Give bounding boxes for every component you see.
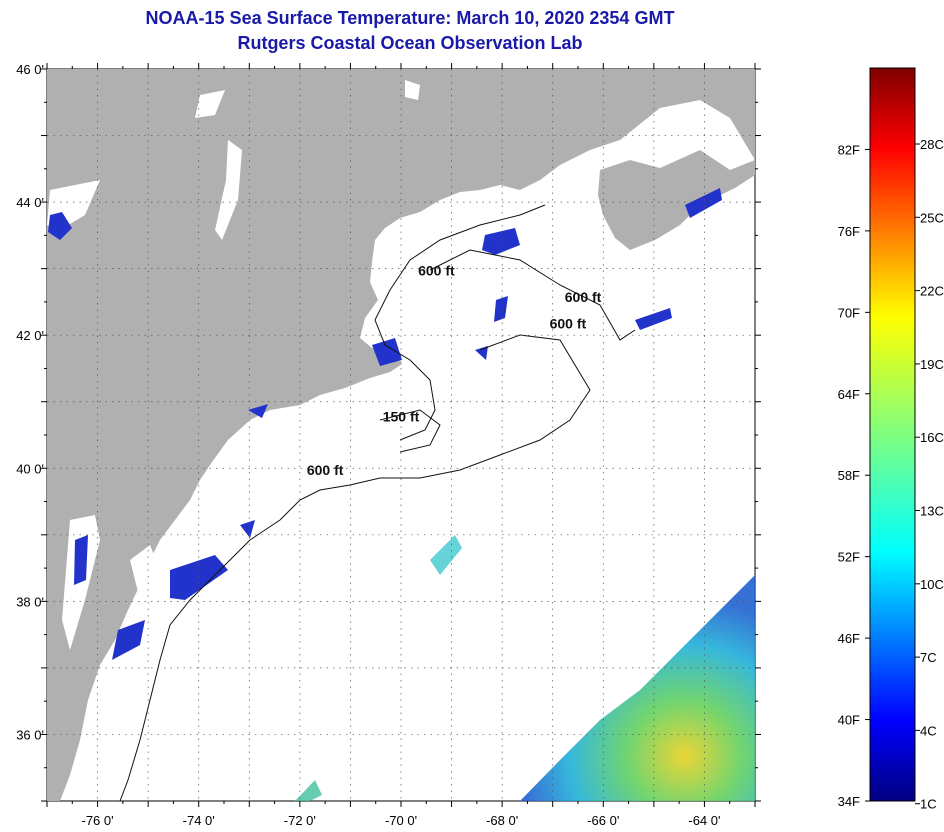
colorbar-c-label: 16C <box>920 430 944 445</box>
map-subtitle: Rutgers Coastal Ocean Observation Lab <box>237 33 583 53</box>
map-title: NOAA-15 Sea Surface Temperature: March 1… <box>145 8 675 28</box>
lat-tick-label: 42 0' <box>16 328 44 343</box>
colorbar-c-label: 19C <box>920 357 944 372</box>
lake <box>405 80 420 100</box>
lon-tick-label: -76 0' <box>82 813 114 828</box>
colorbar-fahrenheit-labels: 34F 40F 46F 52F 58F 64F 70F 76F 82F <box>838 142 870 809</box>
land-north-america <box>47 69 755 801</box>
colorbar-f-label: 34F <box>838 794 860 809</box>
lon-tick-label: -64 0' <box>688 813 720 828</box>
lat-tick-label: 38 0' <box>16 594 44 609</box>
warm-patch <box>430 535 462 575</box>
latitude-axis: 36 0' 38 0' 40 0' 42 0' 44 0' 46 0' <box>16 62 761 802</box>
depth-contour-label: 600 ft <box>418 262 455 278</box>
colorbar-c-label: 10C <box>920 577 944 592</box>
colorbar-celsius-labels: 1C 4C 7C 10C 13C 16C 19C 22C 25C 28C <box>915 137 944 812</box>
temperature-colorbar <box>869 67 916 802</box>
lon-tick-label: -70 0' <box>385 813 417 828</box>
depth-contour-label: 600 ft <box>307 462 344 478</box>
lon-tick-label: -74 0' <box>183 813 215 828</box>
colorbar-f-label: 70F <box>838 305 860 320</box>
lat-tick-label: 36 0' <box>16 727 44 742</box>
lon-tick-label: -72 0' <box>284 813 316 828</box>
lat-tick-label: 44 0' <box>16 195 44 210</box>
lake <box>195 90 225 118</box>
depth-contour-label: 600 ft <box>550 316 587 332</box>
lon-tick-label: -68 0' <box>486 813 518 828</box>
chesapeake-bay <box>62 515 100 650</box>
map-content <box>47 69 755 801</box>
colorbar-f-label: 52F <box>838 550 860 565</box>
colorbar-f-label: 46F <box>838 631 860 646</box>
colorbar-f-label: 58F <box>838 468 860 483</box>
colorbar-c-label: 28C <box>920 137 944 152</box>
warm-patch-south <box>295 780 322 801</box>
colorbar-c-label: 1C <box>920 797 937 812</box>
colorbar-f-label: 64F <box>838 387 860 402</box>
colorbar-c-label: 25C <box>920 210 944 225</box>
map-grid <box>47 69 755 801</box>
depth-contour-label: 150 ft <box>383 409 420 425</box>
long-island-sound <box>300 395 395 425</box>
land-nova-scotia <box>598 150 755 250</box>
lat-tick-label: 40 0' <box>16 461 44 476</box>
lon-tick-label: -66 0' <box>587 813 619 828</box>
gulf-stream-warm-water <box>520 575 755 801</box>
cold-water-patches <box>48 188 722 660</box>
colorbar-f-label: 40F <box>838 713 860 728</box>
longitude-axis: -76 0' -74 0' -72 0' -70 0' -68 0' -66 0' -64 … <box>46 63 756 828</box>
colorbar-f-label: 76F <box>838 224 860 239</box>
depth-contours <box>119 204 636 801</box>
colorbar-c-label: 4C <box>920 723 937 738</box>
lake-champlain <box>215 140 242 240</box>
colorbar-c-label: 7C <box>920 650 937 665</box>
lat-tick-label: 46 0' <box>16 62 44 77</box>
depth-contour-label: 600 ft <box>565 289 602 305</box>
delaware-bay <box>130 545 160 600</box>
colorbar-f-label: 82F <box>838 142 860 157</box>
colorbar-c-label: 13C <box>920 504 944 519</box>
colorbar-c-label: 22C <box>920 284 944 299</box>
depth-label-group: 600 ft 600 ft 600 ft 150 ft 600 ft <box>307 262 602 478</box>
